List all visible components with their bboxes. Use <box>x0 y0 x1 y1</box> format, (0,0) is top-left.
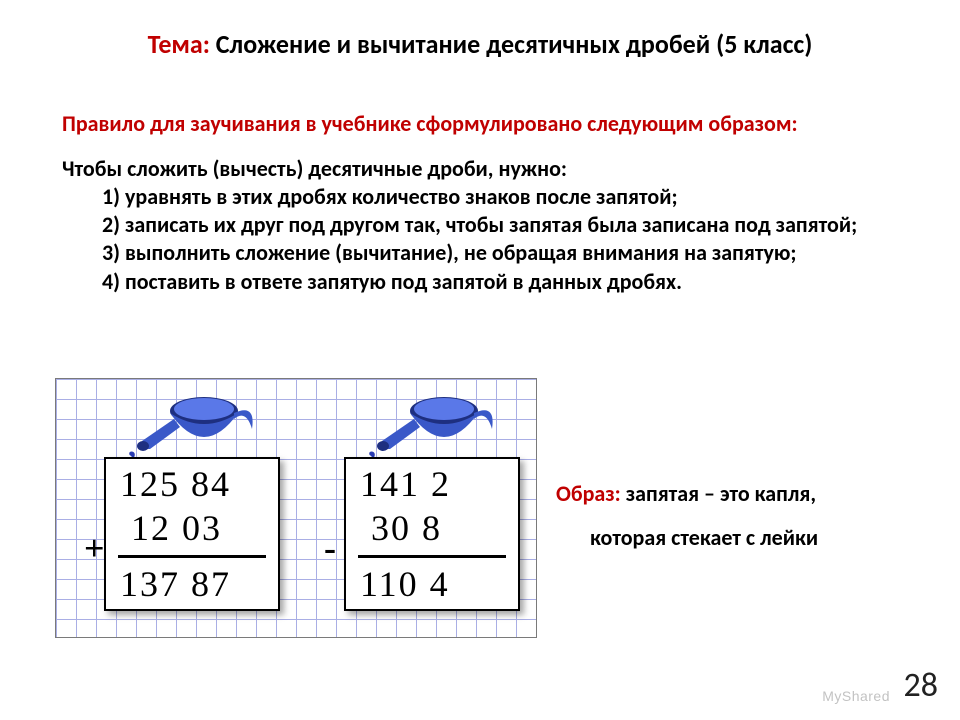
slide-title: Тема: Сложение и вычитание десятичных др… <box>0 28 960 60</box>
caption-label: Образ: <box>556 480 621 507</box>
operator-plus: + <box>84 527 105 569</box>
rule-lead: Чтобы сложить (вычесть) десятичные дроби… <box>62 155 567 182</box>
rule-body: Чтобы сложить (вычесть) десятичные дроби… <box>62 155 907 296</box>
math-card-addition: 125 84 12 03 137 87 <box>104 457 280 611</box>
rule-intro: Правило для заучивания в учебнике сформу… <box>62 110 907 137</box>
subtrahend: 30 8 <box>360 507 442 549</box>
math-card-subtraction: 141 2 30 8 110 4 <box>344 457 520 611</box>
rule-item-1: 1) уравнять в этих дробях количество зна… <box>62 183 907 211</box>
addend-2: 12 03 <box>120 507 222 549</box>
operator-minus: - <box>324 527 336 569</box>
addend-1: 125 84 <box>120 463 231 505</box>
topic-text: Сложение и вычитание десятичных дробей (… <box>210 28 812 60</box>
watermark: MyShared <box>822 688 890 704</box>
caption-line-1: Образ: запятая – это капля, <box>556 480 816 507</box>
topic-label: Тема: <box>148 28 210 60</box>
diff-line <box>358 555 506 558</box>
sum-line <box>118 555 266 558</box>
sum-result: 137 87 <box>120 563 231 605</box>
rule-item-2: 2) записать их друг под другом так, чтоб… <box>62 211 907 239</box>
rule-item-4: 4) поставить в ответе запятую под запято… <box>62 268 907 296</box>
rule-item-3: 3) выполнить сложение (вычитание), не об… <box>62 239 907 267</box>
page-number: 28 <box>904 665 938 706</box>
caption-rest: запятая – это капля, <box>621 480 816 507</box>
illustration-panel: , , + 125 84 12 03 137 87 - 141 2 30 8 1… <box>55 378 537 638</box>
caption-line-2: которая стекает с лейки <box>590 524 818 551</box>
difference-result: 110 4 <box>360 563 450 605</box>
minuend: 141 2 <box>360 463 451 505</box>
